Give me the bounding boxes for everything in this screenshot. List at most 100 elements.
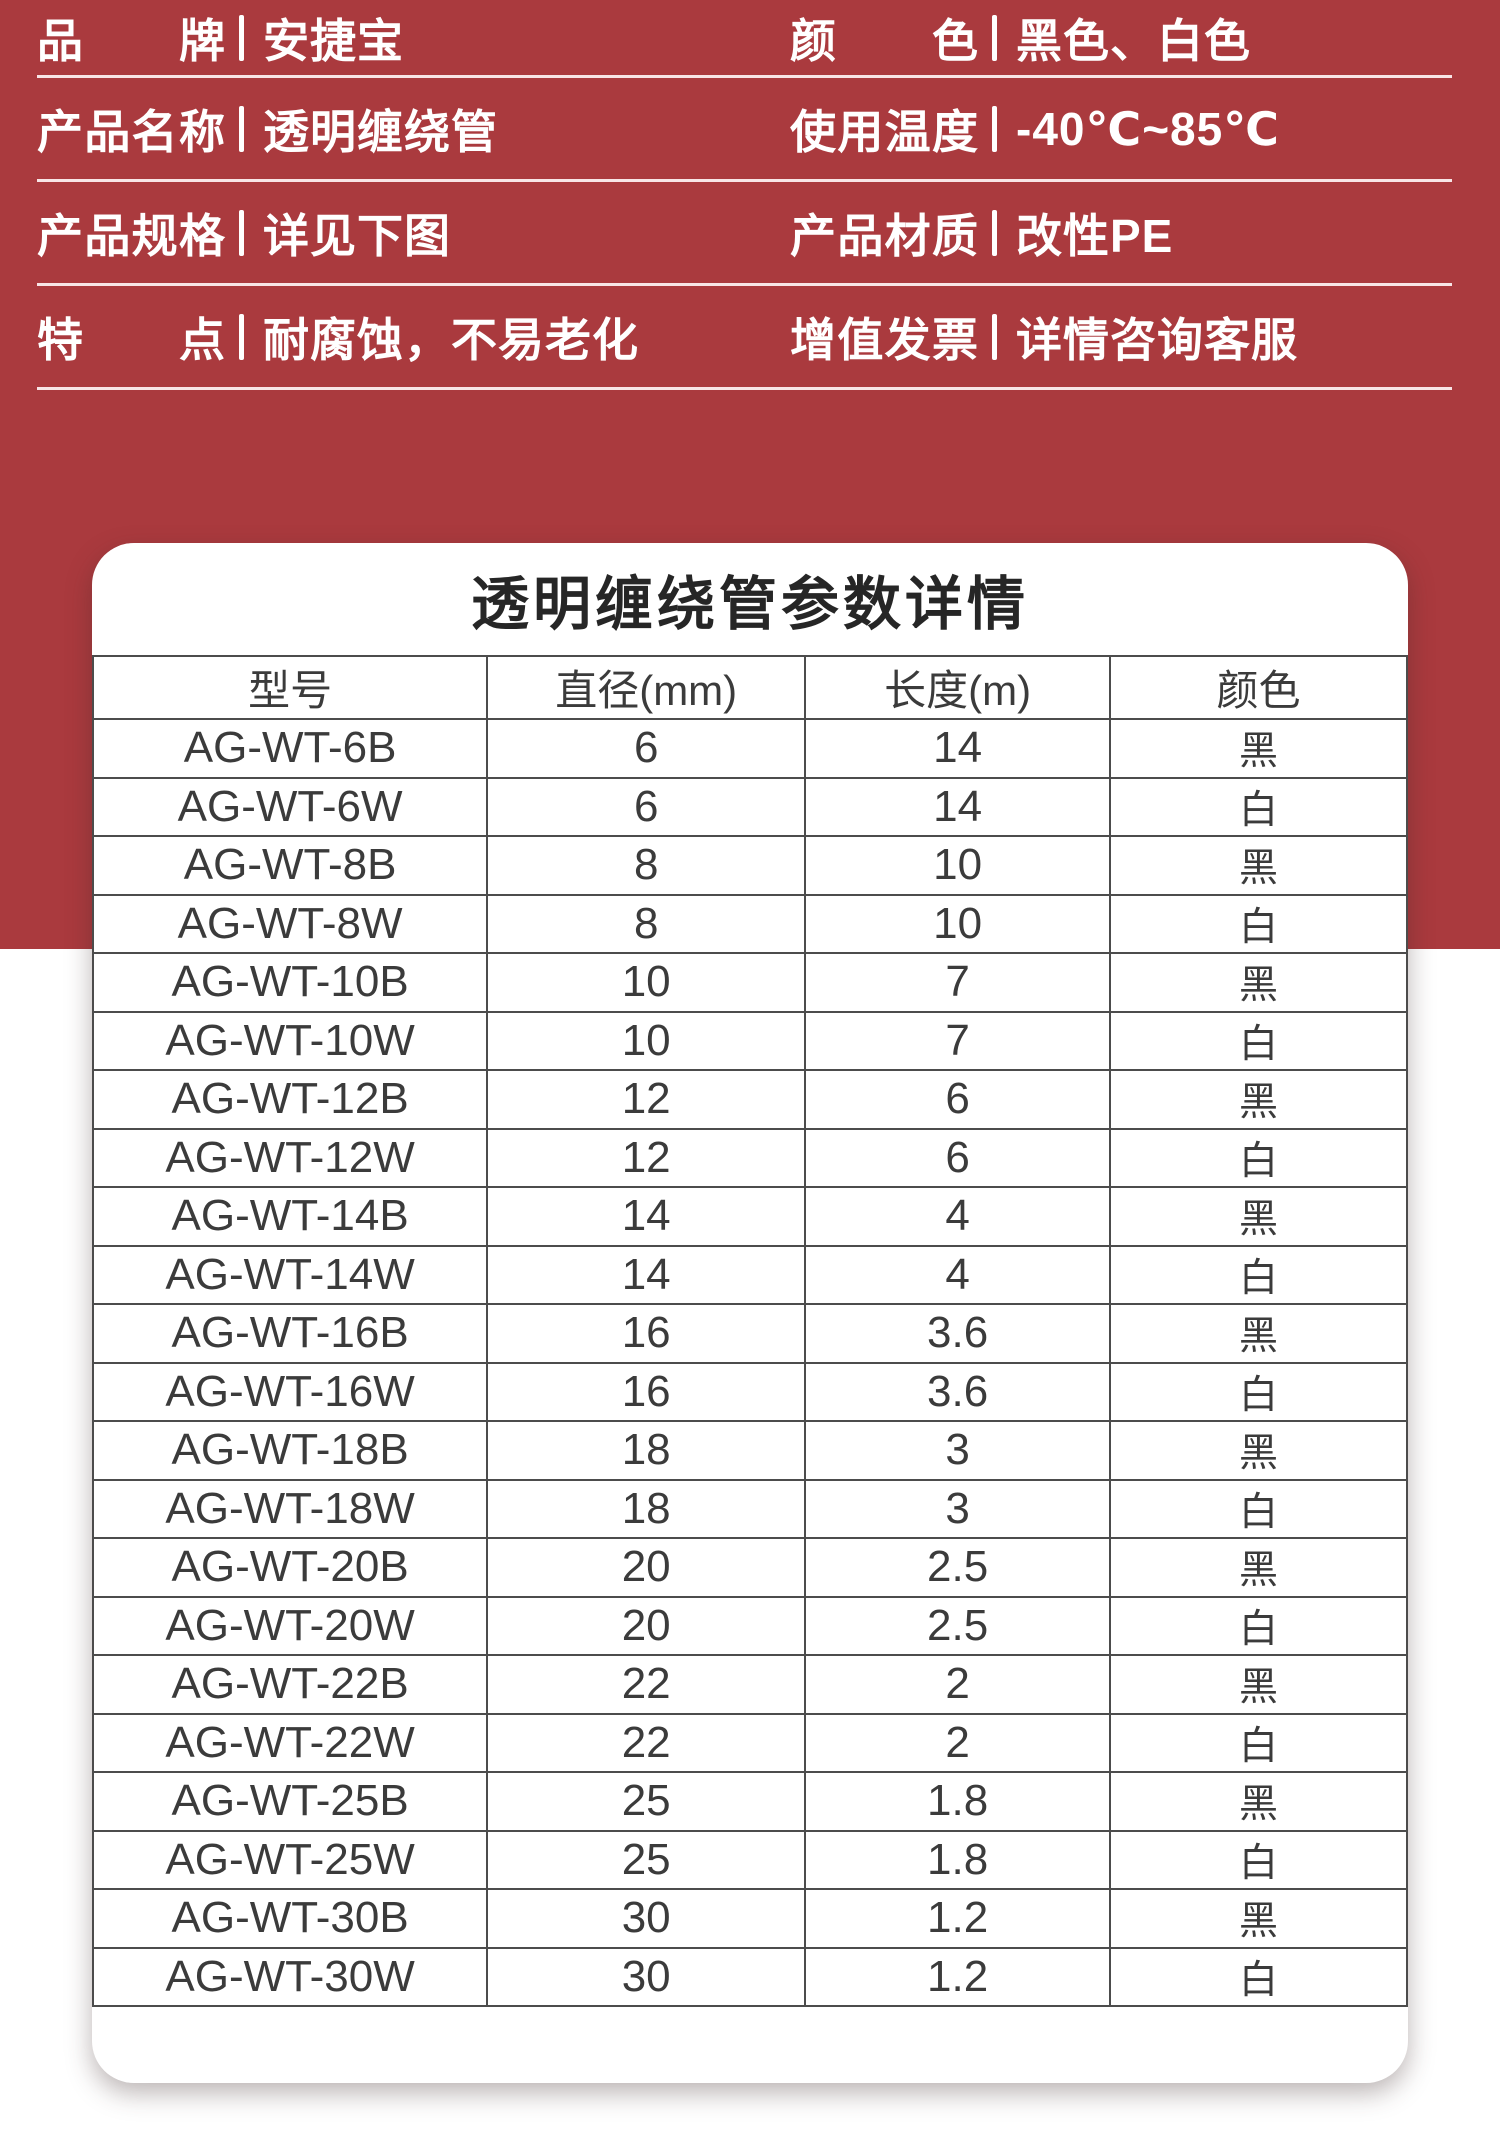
value-cell: 6 xyxy=(486,718,807,779)
value-cell: 25 xyxy=(486,1771,807,1832)
color-cell: 白 xyxy=(1109,1595,1408,1656)
model-cell: AG-WT-20B xyxy=(91,1537,489,1598)
spec-row-1: 品牌 安捷宝 颜色 黑色、白色 xyxy=(37,0,1452,78)
model-cell: AG-WT-16W xyxy=(91,1361,489,1422)
value-cell: 6 xyxy=(804,1127,1112,1188)
color-cell: 白 xyxy=(1109,1244,1408,1305)
color-cell: 黑 xyxy=(1109,835,1408,896)
table-row: AG-WT-6B 6 14 黑 xyxy=(91,718,1408,779)
spec-value: 耐腐蚀，不易老化 xyxy=(263,313,639,366)
color-cell: 白 xyxy=(1109,1478,1408,1539)
vertical-bar-divider xyxy=(992,14,997,61)
column-header: 直径(mm) xyxy=(486,655,807,720)
value-cell: 22 xyxy=(486,1712,807,1773)
color-cell: 白 xyxy=(1109,1946,1408,2007)
color-cell: 黑 xyxy=(1109,1069,1408,1130)
table-row: AG-WT-22W 22 2 白 xyxy=(91,1712,1408,1773)
spec-label: 产品规格 xyxy=(37,209,225,262)
table-row: AG-WT-16B 16 3.6 黑 xyxy=(91,1303,1408,1364)
spec-value: 详见下图 xyxy=(263,209,451,262)
vertical-bar-divider xyxy=(992,313,997,360)
model-cell: AG-WT-20W xyxy=(91,1595,489,1656)
spec-item-product-name: 产品名称 透明缠绕管 xyxy=(37,96,790,162)
value-cell: 14 xyxy=(486,1244,807,1305)
table-row: AG-WT-6W 6 14 白 xyxy=(91,776,1408,837)
value-cell: 1.2 xyxy=(804,1888,1112,1949)
table-row: AG-WT-14W 14 4 白 xyxy=(91,1244,1408,1305)
value-cell: 8 xyxy=(486,835,807,896)
vertical-bar-divider xyxy=(239,14,244,61)
color-cell: 黑 xyxy=(1109,952,1408,1013)
table-row: AG-WT-12B 12 6 黑 xyxy=(91,1069,1408,1130)
table-row: AG-WT-12W 12 6 白 xyxy=(91,1127,1408,1188)
value-cell: 20 xyxy=(486,1595,807,1656)
spec-item-invoice: 增值发票 详情咨询客服 xyxy=(790,304,1452,370)
value-cell: 10 xyxy=(486,1010,807,1071)
model-cell: AG-WT-30B xyxy=(91,1888,489,1949)
spec-row-3: 产品规格 详见下图 产品材质 改性PE xyxy=(37,182,1452,286)
model-cell: AG-WT-6B xyxy=(91,718,489,779)
spec-value: 透明缠绕管 xyxy=(263,105,498,158)
value-cell: 10 xyxy=(804,893,1112,954)
color-cell: 黑 xyxy=(1109,1654,1408,1715)
model-cell: AG-WT-16B xyxy=(91,1303,489,1364)
spec-item-specification: 产品规格 详见下图 xyxy=(37,200,790,266)
value-cell: 1.8 xyxy=(804,1771,1112,1832)
color-cell: 黑 xyxy=(1109,1186,1408,1247)
model-cell: AG-WT-8B xyxy=(91,835,489,896)
spec-item-features: 特点 耐腐蚀，不易老化 xyxy=(37,304,790,370)
value-cell: 3 xyxy=(804,1478,1112,1539)
model-cell: AG-WT-10W xyxy=(91,1010,489,1071)
model-cell: AG-WT-22B xyxy=(91,1654,489,1715)
value-cell: 10 xyxy=(486,952,807,1013)
spec-row-4: 特点 耐腐蚀，不易老化 增值发票 详情咨询客服 xyxy=(37,286,1452,390)
spec-label: 产品材质 xyxy=(790,209,978,262)
color-cell: 白 xyxy=(1109,1829,1408,1890)
value-cell: 2.5 xyxy=(804,1537,1112,1598)
table-header: 型号 直径(mm) 长度(m) 颜色 xyxy=(91,655,1408,720)
spec-label: 使用温度 xyxy=(790,105,978,158)
value-cell: 14 xyxy=(804,718,1112,779)
model-cell: AG-WT-12W xyxy=(91,1127,489,1188)
value-cell: 18 xyxy=(486,1478,807,1539)
value-cell: 16 xyxy=(486,1361,807,1422)
parameter-card: 透明缠绕管参数详情 型号 直径(mm) 长度(m) 颜色 AG-WT-6B 6 14 黑 AG… xyxy=(91,543,1408,2083)
value-cell: 6 xyxy=(486,776,807,837)
value-cell: 4 xyxy=(804,1244,1112,1305)
model-cell: AG-WT-25B xyxy=(91,1771,489,1832)
value-cell: 2 xyxy=(804,1712,1112,1773)
color-cell: 白 xyxy=(1109,1712,1408,1773)
spec-value: 改性PE xyxy=(1016,209,1174,262)
table-row: AG-WT-18W 18 3 白 xyxy=(91,1478,1408,1539)
model-cell: AG-WT-14W xyxy=(91,1244,489,1305)
value-cell: 14 xyxy=(486,1186,807,1247)
value-cell: 14 xyxy=(804,776,1112,837)
value-cell: 30 xyxy=(486,1888,807,1949)
model-cell: AG-WT-6W xyxy=(91,776,489,837)
color-cell: 白 xyxy=(1109,893,1408,954)
table-row: AG-WT-18B 18 3 黑 xyxy=(91,1420,1408,1481)
color-cell: 黑 xyxy=(1109,718,1408,779)
model-cell: AG-WT-8W xyxy=(91,893,489,954)
spec-label: 特点 xyxy=(37,313,225,366)
table-row: AG-WT-20B 20 2.5 黑 xyxy=(91,1537,1408,1598)
table-row: AG-WT-14B 14 4 黑 xyxy=(91,1186,1408,1247)
color-cell: 白 xyxy=(1109,776,1408,837)
value-cell: 16 xyxy=(486,1303,807,1364)
spec-value: 安捷宝 xyxy=(263,14,404,67)
table-header-row: 型号 直径(mm) 长度(m) 颜色 xyxy=(91,655,1408,720)
value-cell: 30 xyxy=(486,1946,807,2007)
value-cell: 12 xyxy=(486,1127,807,1188)
spec-value: 详情咨询客服 xyxy=(1016,313,1298,366)
spec-item-material: 产品材质 改性PE xyxy=(790,200,1452,266)
value-cell: 12 xyxy=(486,1069,807,1130)
column-header: 型号 xyxy=(91,655,489,720)
spec-item-color: 颜色 黑色、白色 xyxy=(790,5,1452,71)
model-cell: AG-WT-30W xyxy=(91,1946,489,2007)
spec-label: 颜色 xyxy=(790,14,978,67)
table-row: AG-WT-20W 20 2.5 白 xyxy=(91,1595,1408,1656)
table-row: AG-WT-30W 30 1.2 白 xyxy=(91,1946,1408,2007)
value-cell: 10 xyxy=(804,835,1112,896)
value-cell: 18 xyxy=(486,1420,807,1481)
